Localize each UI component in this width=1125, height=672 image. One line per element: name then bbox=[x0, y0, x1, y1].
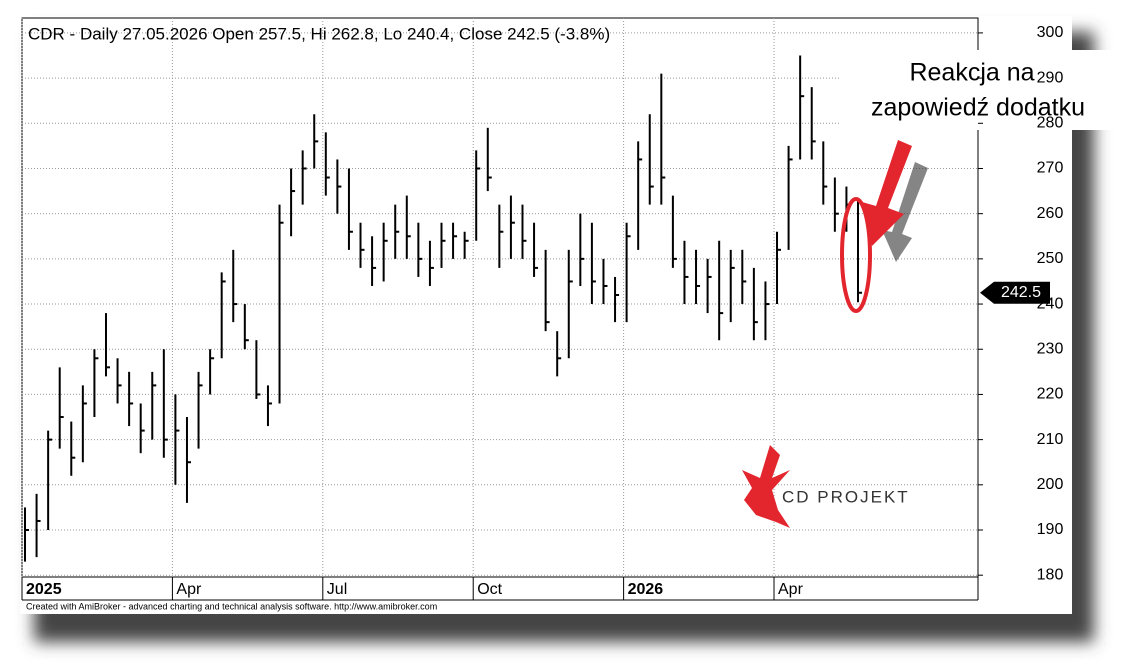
y-tick-label: 270 bbox=[1037, 160, 1064, 177]
x-tick-label: Apr bbox=[176, 581, 202, 598]
y-tick-label: 250 bbox=[1037, 250, 1064, 267]
x-tick-label: Apr bbox=[778, 581, 804, 598]
y-tick-label: 200 bbox=[1037, 476, 1064, 493]
y-tick-label: 260 bbox=[1037, 205, 1064, 222]
annotation: Reakcja na bbox=[909, 59, 1034, 87]
x-tick-label: Oct bbox=[477, 581, 502, 598]
logo: CD PROJEKT bbox=[742, 445, 910, 528]
y-tick-label: 230 bbox=[1037, 340, 1064, 357]
y-tick-label: 220 bbox=[1037, 386, 1064, 403]
chart-title: CDR - Daily 27.05.2026 Open 257.5, Hi 26… bbox=[28, 24, 610, 43]
logo-bird bbox=[742, 445, 790, 528]
y-tick-label: 210 bbox=[1037, 431, 1064, 448]
arrow-shadow bbox=[882, 162, 928, 262]
x-tick-label: 2026 bbox=[628, 581, 664, 598]
annotation: zapowiedź dodatku bbox=[871, 94, 1085, 122]
y-tick-label: 190 bbox=[1037, 521, 1064, 538]
plot-area bbox=[21, 17, 979, 578]
x-tick-label: 2025 bbox=[26, 581, 62, 598]
last-price-label: 242.5 bbox=[1001, 284, 1041, 301]
last-price-tag bbox=[980, 281, 1050, 304]
arrow bbox=[862, 140, 912, 246]
y-tick-label: 180 bbox=[1037, 566, 1064, 583]
x-tick-label: Jul bbox=[327, 581, 347, 598]
logo-text: CD PROJEKT bbox=[782, 487, 910, 506]
footer: Created with AmiBroker - advanced charti… bbox=[26, 601, 437, 611]
y-tick-label: 290 bbox=[1037, 69, 1064, 86]
y-tick-label: 300 bbox=[1037, 24, 1064, 41]
y-tick-label: 280 bbox=[1037, 115, 1064, 132]
annotation-box bbox=[840, 50, 1118, 130]
highlight-ellipse bbox=[840, 197, 872, 313]
